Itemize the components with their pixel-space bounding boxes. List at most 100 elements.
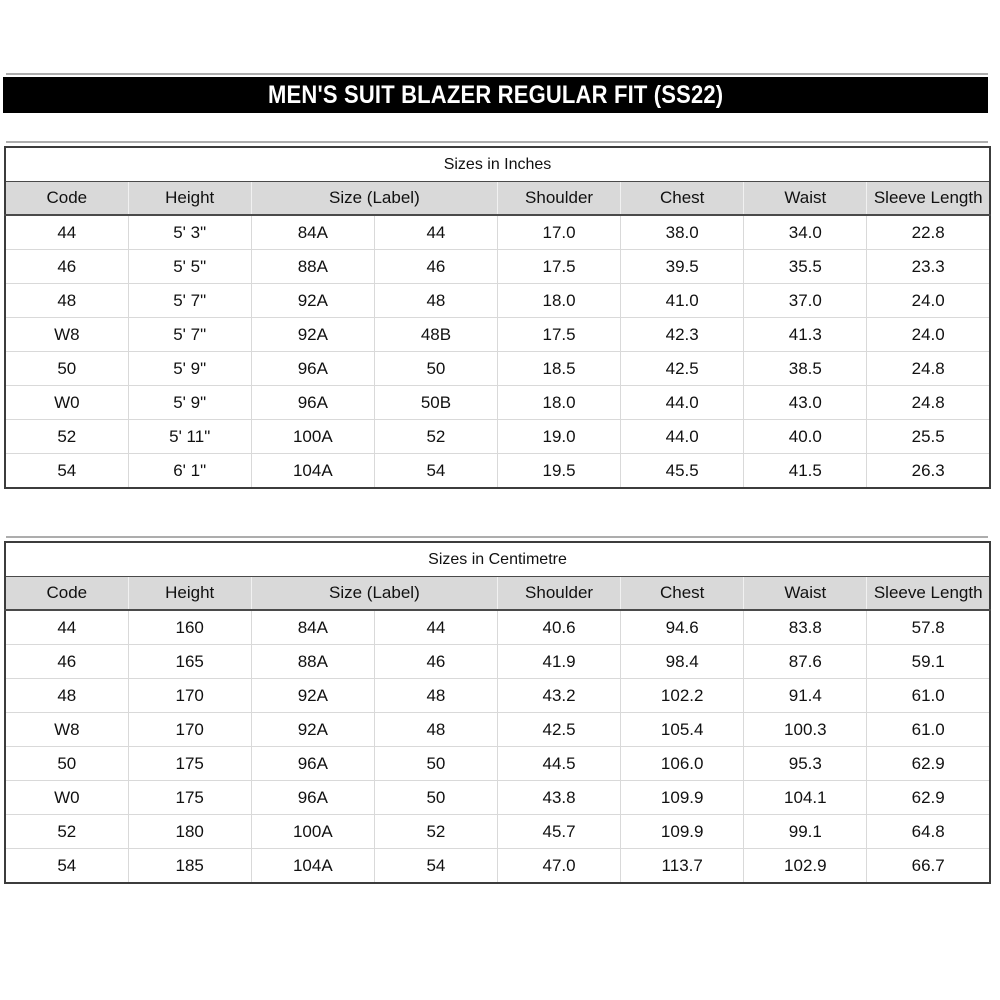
table-cell: 88A [250, 644, 375, 679]
table-row: W0 175 96A 50 43.8 109.9 104.1 62.9 [4, 780, 991, 815]
table-cell: 5' 7" [127, 283, 252, 318]
table-cell: 41.5 [743, 453, 868, 489]
table-cell: 61.0 [866, 678, 991, 713]
table-cell: 84A [250, 609, 375, 645]
table-cell: 38.0 [620, 214, 745, 250]
table-cell: 5' 9" [127, 351, 252, 386]
table-body: 44 160 84A 44 40.6 94.6 83.8 57.8 46 165 88A 46 41.9… [4, 609, 991, 884]
table-cell: 54 [373, 848, 499, 884]
table-cell: 96A [250, 351, 375, 386]
table-cell: 5' 7" [127, 317, 252, 352]
table-cell: 19.0 [496, 419, 622, 454]
table-cell: 40.0 [743, 419, 868, 454]
table-cell: 95.3 [743, 746, 868, 781]
table-cell: 50 [373, 780, 499, 815]
table-cell: 92A [250, 317, 375, 352]
table-cell: 180 [127, 814, 252, 849]
table-cell: 41.3 [743, 317, 868, 352]
table-body: 44 5' 3" 84A 44 17.0 38.0 34.0 22.8 46 5' 5" 88A 46… [4, 214, 991, 489]
table-cell: 54 [373, 453, 499, 489]
table-cell: 24.8 [866, 351, 991, 386]
table-header-row: Code Height Size (Label) Shoulder Chest … [5, 576, 990, 611]
table-cell: 160 [127, 609, 252, 645]
page-title: MEN'S SUIT BLAZER REGULAR FIT (SS22) [267, 80, 724, 109]
table-cell: 48 [373, 283, 499, 318]
table-title-row: Sizes in Centimetre [5, 542, 990, 577]
table-cell: 46 [4, 249, 129, 284]
divider-line [6, 141, 988, 143]
table-cell: W0 [4, 780, 129, 815]
table-cell: 48 [4, 678, 129, 713]
table-cell: 61.0 [866, 712, 991, 747]
table-cell: 42.5 [620, 351, 745, 386]
table-cell: 92A [250, 678, 375, 713]
table-cell: 109.9 [620, 780, 745, 815]
column-header-code: Code [5, 576, 129, 611]
table-cell: 109.9 [620, 814, 745, 849]
column-header-code: Code [5, 181, 129, 216]
table-cell: 45.7 [496, 814, 622, 849]
table-cell: 24.0 [866, 283, 991, 318]
table-cell: 25.5 [866, 419, 991, 454]
table-row: 54 6' 1" 104A 54 19.5 45.5 41.5 26.3 [4, 453, 991, 489]
table-cell: 46 [373, 249, 499, 284]
table-row: 44 5' 3" 84A 44 17.0 38.0 34.0 22.8 [4, 214, 991, 250]
table-cell: 87.6 [743, 644, 868, 679]
table-cell: 17.5 [496, 249, 622, 284]
table-cell: 41.0 [620, 283, 745, 318]
divider-line [6, 73, 988, 75]
table-row: 52 180 100A 52 45.7 109.9 99.1 64.8 [4, 814, 991, 849]
table-cell: 96A [250, 746, 375, 781]
table-cell: 170 [127, 678, 252, 713]
table-cell: 102.9 [743, 848, 868, 884]
table-cell: 42.3 [620, 317, 745, 352]
table-row: 50 175 96A 50 44.5 106.0 95.3 62.9 [4, 746, 991, 781]
sizes-in-inches-table: Sizes in Inches Code Height Size (Label)… [4, 146, 991, 489]
divider-line [6, 536, 988, 538]
table-cell: 37.0 [743, 283, 868, 318]
table-cell: 105.4 [620, 712, 745, 747]
table-cell: 83.8 [743, 609, 868, 645]
table-cell: 96A [250, 780, 375, 815]
table-cell: 50 [373, 351, 499, 386]
column-header-sleeve-length: Sleeve Length [866, 181, 990, 216]
table-head: Sizes in Centimetre Code Height Size (La… [5, 542, 990, 611]
table-cell: 44 [373, 609, 499, 645]
table-cell: 113.7 [620, 848, 745, 884]
table-cell: 23.3 [866, 249, 991, 284]
table-cell: 92A [250, 283, 375, 318]
table-cell: 100A [250, 419, 375, 454]
table-cell: W8 [4, 317, 129, 352]
table-cell: 44.0 [620, 385, 745, 420]
column-header-shoulder: Shoulder [496, 181, 621, 216]
table-cell: 50B [373, 385, 499, 420]
table-cell: 19.5 [496, 453, 622, 489]
column-header-sleeve-length: Sleeve Length [866, 576, 990, 611]
table-row: W8 5' 7" 92A 48B 17.5 42.3 41.3 24.0 [4, 317, 991, 352]
table-cell: 44 [373, 214, 499, 250]
table-cell: 44.5 [496, 746, 622, 781]
table-cell: 52 [4, 814, 129, 849]
table-cell: 104.1 [743, 780, 868, 815]
table-cell: 54 [4, 453, 129, 489]
table-cell: W8 [4, 712, 129, 747]
table-cell: 50 [373, 746, 499, 781]
table-cell: W0 [4, 385, 129, 420]
table-cell: 62.9 [866, 780, 991, 815]
table-cell: 24.0 [866, 317, 991, 352]
table-row: 54 185 104A 54 47.0 113.7 102.9 66.7 [4, 848, 991, 884]
sizes-in-centimetre-table: Sizes in Centimetre Code Height Size (La… [4, 541, 991, 884]
table-cell: 52 [373, 814, 499, 849]
table-cell: 24.8 [866, 385, 991, 420]
table-cell: 170 [127, 712, 252, 747]
table-cell: 18.0 [496, 283, 622, 318]
table-cell: 17.0 [496, 214, 622, 250]
column-header-height: Height [127, 576, 252, 611]
table-cell: 48B [373, 317, 499, 352]
table-cell: 44.0 [620, 419, 745, 454]
table-title: Sizes in Inches [5, 147, 990, 182]
table-cell: 106.0 [620, 746, 745, 781]
table-cell: 98.4 [620, 644, 745, 679]
table-cell: 175 [127, 780, 252, 815]
table-cell: 26.3 [866, 453, 991, 489]
